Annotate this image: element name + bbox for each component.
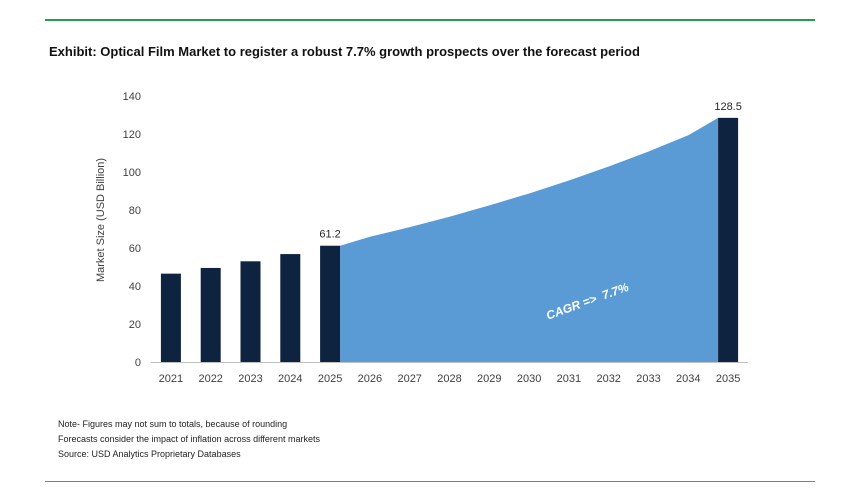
exhibit-title: Exhibit: Optical Film Market to register… [49,44,640,59]
bar-2035 [718,117,739,362]
chart-notes: Note- Figures may not sum to totals, bec… [58,417,320,462]
x-tick-label-2027: 2027 [397,373,421,385]
x-tick-label-2023: 2023 [238,373,262,385]
x-tick-label-2032: 2032 [596,373,620,385]
x-tick-label-2030: 2030 [517,373,541,385]
x-tick-label-2033: 2033 [636,373,660,385]
x-tick-label-2022: 2022 [198,373,222,385]
x-tick-label-2025: 2025 [318,373,342,385]
x-tick-label-2028: 2028 [437,373,461,385]
x-tick-label-2031: 2031 [557,373,581,385]
y-tick-label-80: 80 [129,205,141,217]
data-label-2025: 61.2 [319,229,340,241]
bar-2022 [200,267,221,362]
y-tick-label-40: 40 [129,281,141,293]
x-tick-label-2035: 2035 [716,373,740,385]
bar-2021 [160,273,181,362]
data-label-2035: 128.5 [714,101,742,113]
note-inflation: Forecasts consider the impact of inflati… [58,434,320,444]
note-rounding: Note- Figures may not sum to totals, bec… [58,419,288,429]
bar-2025 [320,245,341,362]
y-tick-label-20: 20 [129,319,141,331]
bar-2024 [280,254,301,362]
x-tick-label-2026: 2026 [358,373,382,385]
y-tick-label-140: 140 [123,91,141,103]
top-accent-rule [45,19,815,21]
bar-2023 [240,261,261,362]
y-tick-label-120: 120 [123,129,141,141]
x-tick-label-2029: 2029 [477,373,501,385]
x-tick-label-2034: 2034 [676,373,700,385]
bottom-rule [45,481,815,482]
note-source: Source: USD Analytics Proprietary Databa… [58,449,241,459]
y-axis-title: Market Size (USD Billion) [95,158,107,282]
y-tick-label-0: 0 [135,357,141,369]
x-tick-label-2021: 2021 [159,373,183,385]
y-tick-label-60: 60 [129,243,141,255]
forecast-area [340,117,719,363]
x-tick-label-2024: 2024 [278,373,302,385]
y-tick-label-100: 100 [123,167,141,179]
